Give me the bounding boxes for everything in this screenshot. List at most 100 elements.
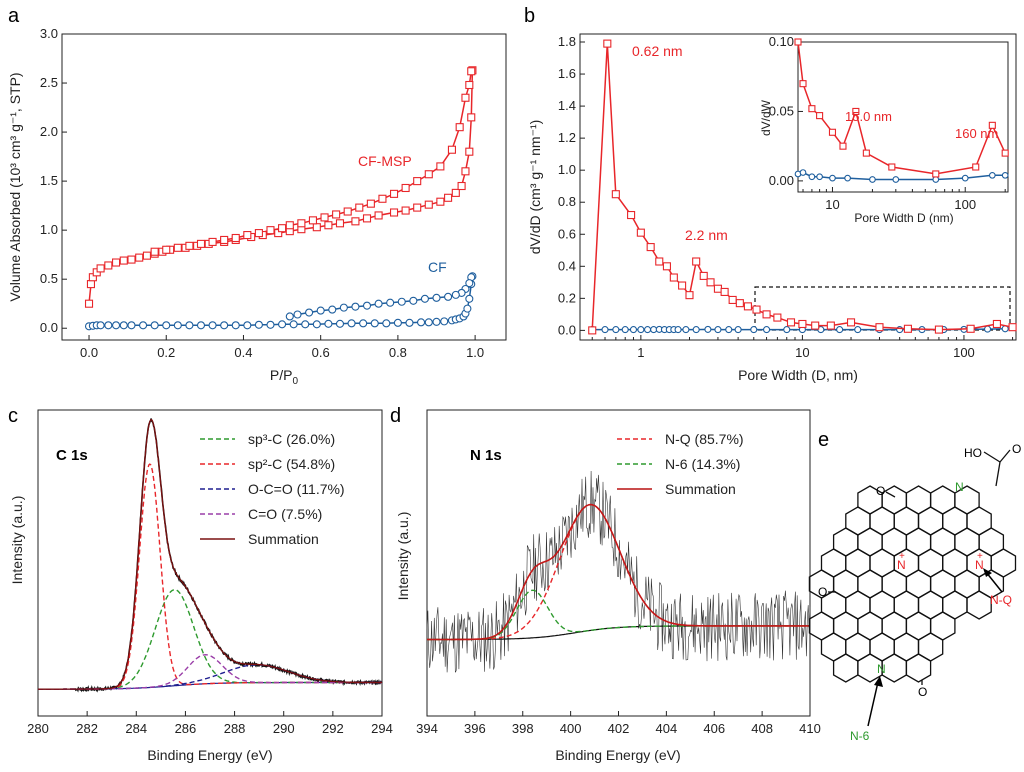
panel-a-xlabel-main: P/P xyxy=(270,367,293,383)
hex-ring xyxy=(832,653,859,683)
series-cf-msp-point xyxy=(811,321,820,330)
inset-series-cf-point xyxy=(844,174,851,182)
series-cf-msp-point xyxy=(713,284,722,293)
series-cf-point xyxy=(643,326,652,334)
panel-c-xtick-label: 292 xyxy=(322,721,344,736)
hex-ring xyxy=(905,653,932,683)
series-cf-point xyxy=(397,297,406,306)
series-cf-msp-point xyxy=(461,93,470,102)
panel-b-ylabel: dV/dD (cm³ g⁻¹ nm⁻¹) xyxy=(527,120,543,255)
panel-e-structure-diagram: HO O O O O N N N + N + N-Q N-6 xyxy=(808,442,1021,743)
annotation-160nm: 160 nm xyxy=(955,126,998,141)
series-cf-msp-point xyxy=(436,162,445,171)
series-cf-point xyxy=(278,320,287,329)
series-cf-point xyxy=(621,326,629,334)
panel-a-xtick-label: 0.6 xyxy=(312,345,330,360)
series-cf-msp-point xyxy=(308,216,318,225)
panel-d-summation xyxy=(427,503,810,641)
series-cf-msp-point xyxy=(465,147,474,156)
series-cf-point xyxy=(393,318,402,327)
series-cf-point xyxy=(362,301,372,310)
inset-series-cf-msp-point xyxy=(839,142,847,150)
series-cf-msp-point xyxy=(231,233,240,243)
inset-series-cf-msp-point xyxy=(828,128,837,136)
panel-a-ytick-label: 3.0 xyxy=(40,26,58,41)
series-cf-msp-point xyxy=(96,264,105,273)
panel-label-d: d xyxy=(390,405,401,427)
panel-label-c: c xyxy=(8,405,18,427)
series-cf-msp-point xyxy=(685,291,694,300)
inset-xtick-label: 10 xyxy=(825,197,839,212)
series-cf-point xyxy=(312,320,321,329)
series-cf-point xyxy=(351,302,360,311)
series-cf-msp-point xyxy=(436,197,445,206)
series-cf-msp-point xyxy=(401,206,410,215)
label-nq-1: N xyxy=(897,558,906,572)
inset-series-cf-msp-point xyxy=(816,112,824,120)
panel-d-n1s-xps-chart: 394 396 398 400 402 404 406 408 410 N 1s Intensi… xyxy=(395,409,821,763)
panel-a-ytick-label: 1.0 xyxy=(40,222,58,237)
inset-series-cf-point xyxy=(1001,171,1009,179)
series-cf-msp-point xyxy=(467,113,476,122)
panel-c-legend-label: sp²-C (54.8%) xyxy=(248,456,335,472)
inset-series-cf-msp-point xyxy=(888,163,896,171)
panel-label-e: e xyxy=(818,429,829,451)
series-cf-msp-point xyxy=(773,313,782,322)
annotation-2-2nm: 2.2 nm xyxy=(685,227,728,243)
series-cf-point xyxy=(162,321,171,330)
label-n-6: N-6 xyxy=(850,729,870,743)
panel-b-ytick-label: 1.8 xyxy=(558,34,576,49)
series-cf-msp-point xyxy=(312,223,321,232)
series-cf-msp-point xyxy=(903,324,912,333)
series-cf-point xyxy=(386,298,395,307)
annotation-cf: CF xyxy=(428,259,447,275)
panel-a-xtick-label: 0.0 xyxy=(80,345,98,360)
series-cf-msp-point xyxy=(220,235,229,245)
panel-b-ytick-label: 0.4 xyxy=(558,258,576,273)
series-cf-msp-point xyxy=(699,271,708,280)
panel-d-legend-label: N-6 (14.3%) xyxy=(665,456,740,472)
series-cf-point xyxy=(463,304,472,313)
inset-series-cf-msp-point xyxy=(932,170,940,178)
series-cf-msp-point xyxy=(467,67,476,76)
panel-a-ylabel: Volume Absorbed (10³ cm³ g⁻¹, STP) xyxy=(7,72,23,301)
annotation-15nm: 15.0 nm xyxy=(845,109,892,124)
series-cf-point xyxy=(220,321,229,330)
series-cf-point xyxy=(305,308,314,317)
inset-series-cf-msp-point xyxy=(972,163,980,171)
series-cf-point xyxy=(196,321,206,330)
series-cf-msp-point xyxy=(603,39,612,48)
inset-ylabel: dV/dW xyxy=(759,99,773,136)
panel-label-b: b xyxy=(524,5,535,27)
series-cf-point xyxy=(420,294,429,303)
panel-b-xtick-label: 10 xyxy=(795,345,809,360)
series-cf-point xyxy=(763,326,771,334)
series-cf-msp-point xyxy=(611,190,620,199)
inset-series-cf-point xyxy=(816,173,823,181)
label-ho: HO xyxy=(964,446,982,460)
panel-a-xlabel-sub: 0 xyxy=(293,376,299,387)
panel-c-legend-label: Summation xyxy=(248,531,319,547)
arrow-n-6 xyxy=(867,681,879,727)
series-cf-point xyxy=(984,325,992,333)
panel-b-xtick-label: 100 xyxy=(953,345,975,360)
arrow-n-6-head xyxy=(874,676,883,687)
series-cf-point xyxy=(208,321,217,330)
panel-d-xtick-label: 402 xyxy=(608,721,630,736)
arrow-n-q xyxy=(985,571,1003,593)
series-cf-msp-point xyxy=(1008,323,1017,332)
series-cf-point xyxy=(347,319,356,328)
panel-b-ytick-label: 0.8 xyxy=(558,194,576,209)
series-cf-msp-point xyxy=(669,273,678,282)
series-cf-msp-point xyxy=(86,280,96,289)
series-cf-msp-point xyxy=(743,302,752,311)
inset-series-cf-msp-point xyxy=(862,149,870,157)
panel-d-xtick-label: 400 xyxy=(560,721,582,736)
series-cf-point xyxy=(692,326,700,334)
panel-c-xtick-label: 294 xyxy=(371,721,393,736)
panel-c-peak-2 xyxy=(38,664,382,690)
series-cf-msp-point xyxy=(798,319,807,329)
series-cf-point xyxy=(612,326,620,334)
series-cf-msp-point xyxy=(285,221,294,230)
series-cf-msp-point xyxy=(655,257,664,266)
